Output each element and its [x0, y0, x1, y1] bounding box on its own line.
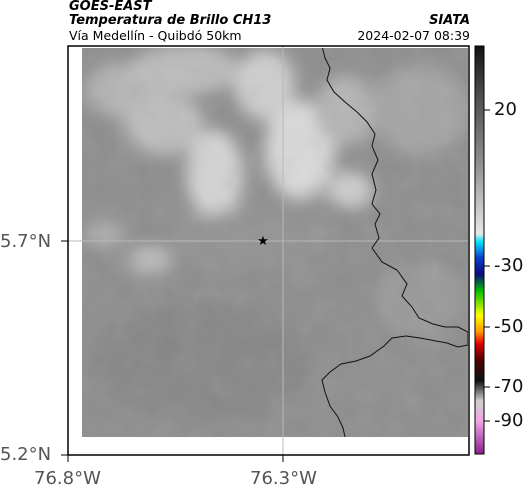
- colorbar-tick-label: -90: [494, 410, 524, 431]
- colorbar-tick-label: -50: [494, 316, 524, 337]
- colorbar-tick-label: 20: [494, 99, 517, 120]
- coastline: [321, 48, 468, 437]
- plot-frame: [67, 45, 470, 456]
- colorbar-tick-label: -70: [494, 376, 524, 397]
- region-label: Vía Medellín - Quibdó 50km: [69, 28, 242, 43]
- y-tick-label: 5.2°N: [0, 444, 52, 465]
- x-tick-label: 76.8°W: [34, 468, 101, 489]
- brightness-field: [82, 48, 468, 437]
- timestamp-label: 2024-02-07 08:39: [357, 28, 470, 43]
- x-tick-label: 76.3°W: [250, 468, 317, 489]
- y-tick-label: 5.7°N: [0, 231, 52, 252]
- product-title: Temperatura de Brillo CH13: [69, 13, 272, 28]
- location-star-icon: ★: [257, 234, 269, 249]
- satellite-title: GOES-EAST: [69, 0, 152, 14]
- colorbar: [474, 45, 485, 455]
- colorbar-tick-label: -30: [494, 255, 524, 276]
- agency-label: SIATA: [429, 13, 470, 28]
